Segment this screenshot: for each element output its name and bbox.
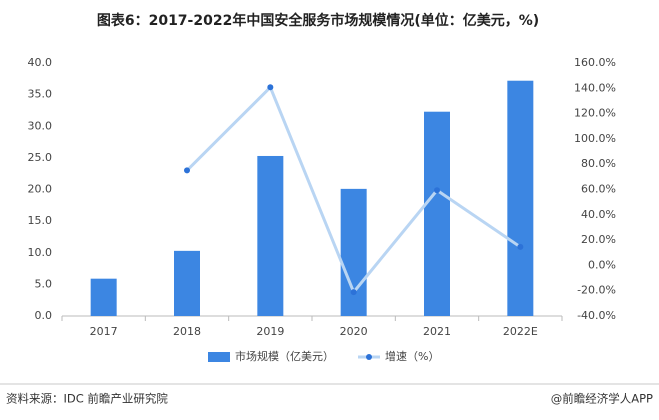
x-tick-label: 2017 <box>90 325 118 338</box>
y2-tick-label: -20.0% <box>577 284 616 297</box>
marker <box>267 84 274 91</box>
legend-label: 增速（%） <box>385 349 439 363</box>
y-tick-label: 25.0 <box>28 151 53 164</box>
y-tick-label: 15.0 <box>28 214 53 227</box>
y-tick-label: 10.0 <box>28 246 53 259</box>
bar <box>340 188 367 316</box>
y2-tick-label: 140.0% <box>574 81 616 94</box>
legend-marker <box>366 354 372 360</box>
bar <box>90 278 117 316</box>
x-tick-label: 2019 <box>256 325 284 338</box>
y-tick-label: 35.0 <box>28 88 53 101</box>
marker <box>517 243 524 250</box>
x-tick-label: 2020 <box>340 325 368 338</box>
y-tick-label: 30.0 <box>28 119 53 132</box>
y-tick-label: 5.0 <box>35 277 53 290</box>
bar <box>257 155 284 316</box>
marker <box>434 187 440 194</box>
y2-tick-label: 100.0% <box>574 132 616 145</box>
legend-swatch <box>208 352 230 362</box>
y-tick-label: 20.0 <box>28 183 53 196</box>
y2-tick-label: 120.0% <box>574 107 616 120</box>
marker <box>350 289 357 296</box>
y-tick-label: 40.0 <box>28 56 53 69</box>
y2-tick-label: 0.0% <box>588 258 616 271</box>
bar <box>174 250 200 316</box>
y2-tick-label: 20.0% <box>581 233 616 246</box>
y2-tick-label: 60.0% <box>581 183 616 196</box>
credit: @前瞻经济学人APP <box>551 392 653 406</box>
x-tick-label: 2022E <box>503 325 538 338</box>
x-tick-label: 2018 <box>173 325 201 338</box>
x-tick-label: 2021 <box>423 325 451 338</box>
marker <box>184 167 190 174</box>
bar <box>507 80 534 317</box>
y2-tick-label: 160.0% <box>574 56 616 69</box>
y2-tick-label: 80.0% <box>581 157 616 170</box>
chart-title: 图表6：2017-2022年中国安全服务市场规模情况(单位：亿美元，%) <box>97 12 539 29</box>
bar <box>424 111 450 316</box>
y2-tick-label: -40.0% <box>577 309 616 322</box>
y2-tick-label: 40.0% <box>581 208 616 221</box>
source: 资料来源：IDC 前瞻产业研究院 <box>6 392 168 406</box>
y-tick-label: 0.0 <box>35 309 53 322</box>
legend-label: 市场规模（亿美元） <box>235 349 334 363</box>
